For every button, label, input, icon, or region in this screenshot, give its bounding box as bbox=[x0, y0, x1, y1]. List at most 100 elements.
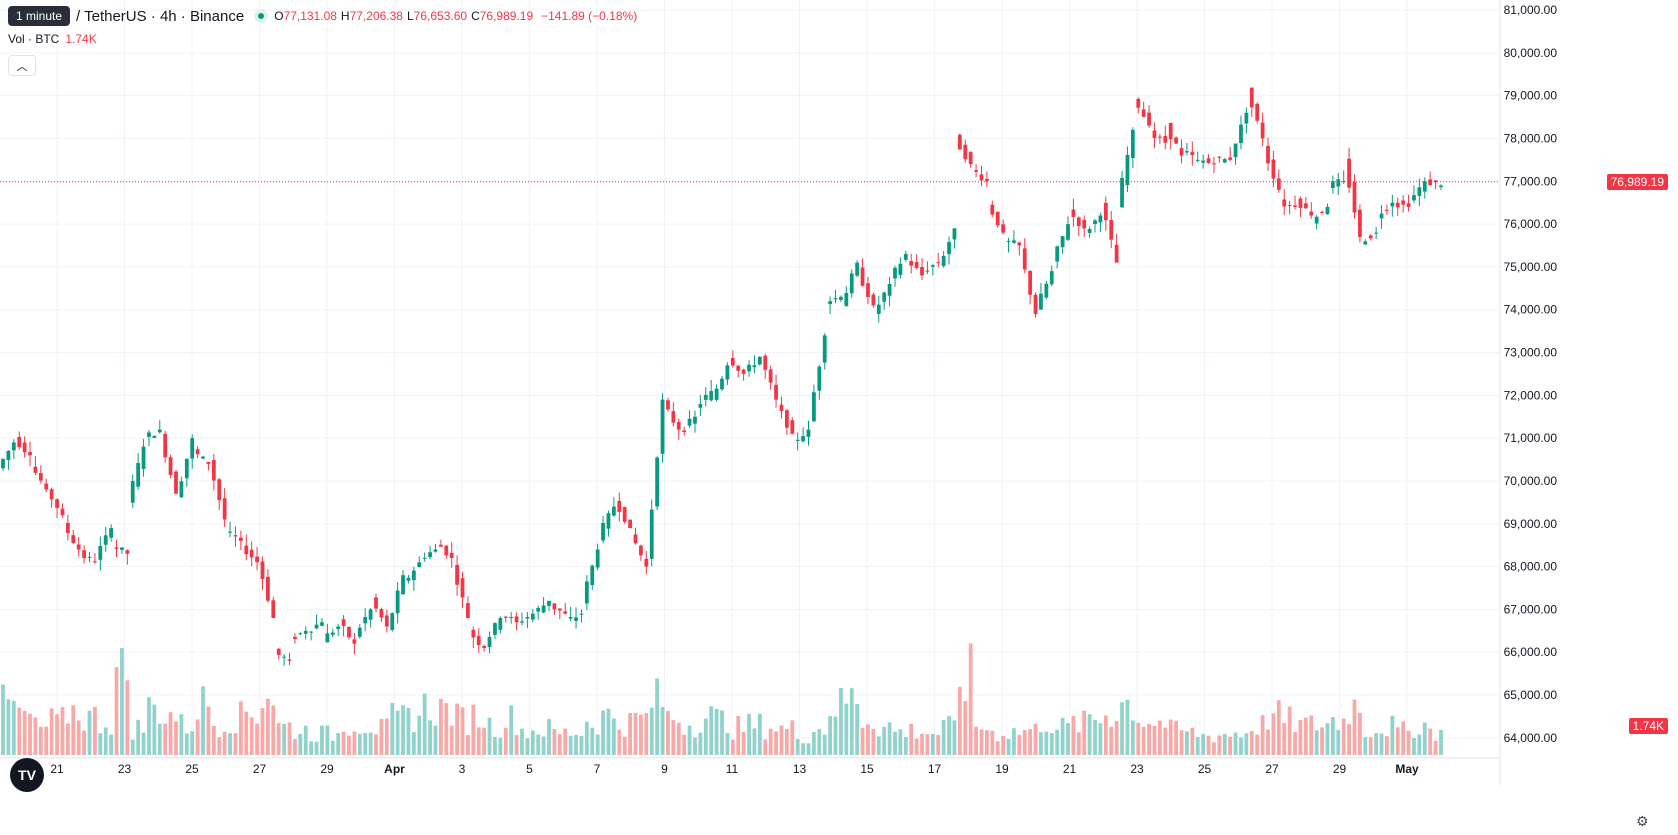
y-tick-label: 80,000.00 bbox=[1504, 46, 1558, 60]
volume-bar bbox=[882, 726, 887, 755]
candle-body bbox=[909, 261, 914, 266]
volume-bar bbox=[1017, 734, 1022, 755]
volume-bar bbox=[925, 734, 930, 755]
candle-body bbox=[974, 170, 978, 172]
candle-body bbox=[790, 420, 795, 434]
volume-bar bbox=[698, 732, 703, 755]
candle-body bbox=[255, 556, 259, 563]
candle-body bbox=[1412, 195, 1416, 201]
candle-body bbox=[1039, 293, 1043, 310]
volume-bar bbox=[1212, 742, 1216, 755]
candle-body bbox=[103, 535, 108, 545]
candle-body bbox=[720, 378, 724, 390]
high-value: 77,206.38 bbox=[349, 9, 403, 23]
volume-bar bbox=[752, 728, 757, 755]
candle-body bbox=[817, 366, 822, 391]
candle-body bbox=[38, 473, 43, 481]
y-tick-label: 81,000.00 bbox=[1504, 3, 1558, 17]
volume-bar bbox=[38, 726, 43, 755]
candle-body bbox=[1401, 200, 1406, 205]
volume-bar bbox=[93, 706, 97, 755]
volume-bar bbox=[920, 733, 924, 755]
volume-bar bbox=[1406, 730, 1411, 755]
gear-icon[interactable]: ⚙ bbox=[1636, 813, 1649, 829]
candle-body bbox=[466, 603, 470, 618]
candle-body bbox=[968, 152, 973, 165]
volume-legend: Vol · BTC 1.74K bbox=[8, 32, 97, 46]
candle-body bbox=[903, 254, 908, 260]
volume-bar bbox=[114, 666, 119, 755]
volume-bar bbox=[1055, 729, 1060, 755]
volume-bar bbox=[1179, 730, 1184, 755]
volume-bar bbox=[309, 741, 314, 755]
tradingview-logo-icon[interactable]: TV bbox=[10, 758, 44, 792]
open-value: 77,131.08 bbox=[283, 9, 337, 23]
volume-bar bbox=[1325, 723, 1330, 755]
volume-bar bbox=[325, 725, 330, 755]
volume-bar bbox=[952, 720, 957, 755]
volume-bar bbox=[611, 718, 616, 755]
candle-body bbox=[633, 534, 638, 544]
volume-bar bbox=[736, 716, 741, 755]
candle-body bbox=[952, 228, 957, 240]
candle-body bbox=[979, 174, 984, 181]
candle-body bbox=[325, 633, 330, 643]
candle-body bbox=[774, 384, 778, 400]
candle-body bbox=[460, 578, 465, 598]
candle-body bbox=[1103, 202, 1108, 221]
volume-label[interactable]: Vol · BTC bbox=[8, 32, 60, 46]
candle-body bbox=[725, 365, 730, 380]
volume-bar bbox=[60, 707, 65, 755]
candle-body bbox=[649, 509, 654, 559]
volume-bar bbox=[303, 725, 308, 755]
candle-body bbox=[763, 355, 768, 370]
candle-body bbox=[498, 617, 503, 630]
candle-body bbox=[839, 296, 843, 300]
candle-body bbox=[293, 636, 297, 640]
volume-bar bbox=[330, 740, 335, 755]
candle-body bbox=[93, 561, 97, 563]
volume-bar bbox=[676, 722, 681, 755]
interval-badge[interactable]: 1 minute bbox=[8, 6, 71, 26]
candle-body bbox=[206, 461, 211, 464]
candle-body bbox=[1293, 205, 1297, 207]
candle-body bbox=[1201, 160, 1206, 163]
volume-bar bbox=[276, 723, 281, 755]
volume-bar bbox=[1266, 729, 1270, 755]
candle-body bbox=[114, 547, 119, 549]
collapse-legend-button[interactable]: ︿ bbox=[8, 55, 36, 76]
volume-bar bbox=[174, 721, 178, 755]
volume-bar bbox=[568, 735, 573, 755]
candle-body bbox=[1385, 209, 1389, 211]
symbol-title[interactable]: / TetherUS · 4h · Binance bbox=[76, 7, 245, 25]
open-label: O bbox=[274, 9, 284, 23]
volume-bar bbox=[541, 736, 546, 755]
volume-bar bbox=[876, 736, 881, 755]
volume-bar bbox=[433, 725, 438, 755]
volume-bar bbox=[493, 737, 497, 755]
volume-bar bbox=[449, 725, 454, 755]
candle-body bbox=[260, 561, 265, 580]
volume-bar bbox=[768, 728, 773, 755]
volume-bar bbox=[1130, 720, 1135, 755]
candle-body bbox=[363, 617, 368, 624]
candle-body bbox=[1033, 294, 1038, 314]
candle-body bbox=[1363, 241, 1368, 245]
candle-body bbox=[320, 622, 324, 626]
candle-body bbox=[141, 446, 146, 469]
volume-bar bbox=[774, 731, 778, 755]
volume-bar bbox=[206, 706, 211, 755]
candle-body bbox=[1179, 148, 1184, 156]
candle-body bbox=[1141, 109, 1146, 117]
candle-body bbox=[628, 519, 632, 529]
volume-bar bbox=[1417, 734, 1422, 755]
y-tick-label: 71,000.00 bbox=[1504, 431, 1558, 445]
volume-bar bbox=[1336, 729, 1341, 755]
candle-body bbox=[1303, 203, 1308, 209]
volume-bar bbox=[887, 722, 892, 755]
y-tick-label: 72,000.00 bbox=[1504, 388, 1558, 402]
candle-body bbox=[568, 617, 573, 619]
candle-body bbox=[1341, 181, 1346, 183]
candle-body bbox=[217, 479, 222, 501]
